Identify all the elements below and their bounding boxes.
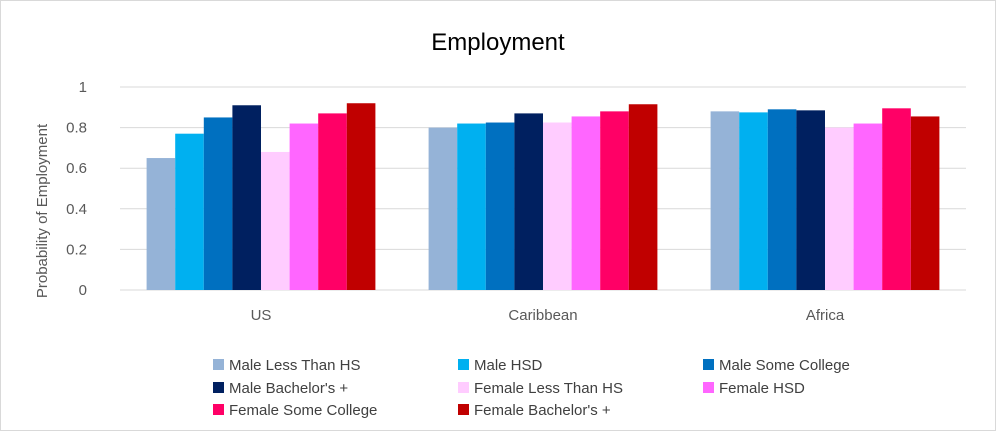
bar [318, 113, 347, 290]
bars [146, 103, 940, 291]
legend-label: Male HSD [474, 357, 543, 374]
legend-swatch [703, 359, 714, 370]
bar [543, 122, 572, 291]
chart-title: Employment [431, 29, 565, 56]
legend-label: Male Less Than HS [229, 357, 360, 374]
x-tick-label: Caribbean [508, 307, 577, 324]
x-tick-label: US [251, 307, 272, 324]
bar [203, 117, 233, 290]
bar [739, 112, 768, 290]
y-tick-label: 0.2 [66, 241, 87, 258]
legend-swatch [213, 404, 224, 415]
legend-swatch [458, 382, 469, 393]
x-tick-label: Africa [806, 307, 845, 324]
bar [600, 111, 629, 290]
bar [796, 110, 825, 290]
legend-label: Male Some College [719, 357, 850, 374]
bar [457, 123, 486, 290]
bar [882, 108, 911, 290]
y-tick-label: 1 [79, 79, 87, 96]
y-axis-label: Probability of Employment [34, 123, 51, 298]
legend: Male Less Than HS Male HSD Male Some Colle… [213, 357, 850, 419]
tick-labels: 0 0.2 0.4 0.6 0.8 1 US Caribbean Africa [66, 79, 845, 324]
bar [261, 151, 290, 290]
bar [289, 123, 319, 290]
bar [514, 113, 543, 290]
legend-swatch [703, 382, 714, 393]
bar [767, 109, 797, 290]
legend-label: Male Bachelor's + [229, 380, 348, 397]
y-tick-label: 0.4 [66, 201, 87, 218]
y-tick-label: 0.8 [66, 120, 87, 137]
legend-swatch [458, 359, 469, 370]
legend-label: Female Less Than HS [474, 380, 623, 397]
legend-label: Female HSD [719, 380, 805, 397]
legend-swatch [213, 382, 224, 393]
bar [428, 127, 458, 290]
bar [910, 116, 940, 290]
y-tick-label: 0 [79, 282, 87, 299]
y-tick-label: 0.6 [66, 160, 87, 177]
bar [710, 111, 740, 290]
bar [146, 158, 176, 290]
bar [346, 103, 376, 291]
bar [232, 105, 261, 291]
legend-label: Female Some College [229, 402, 377, 419]
bar [628, 104, 658, 290]
bar [571, 116, 601, 290]
bar [485, 122, 515, 291]
bar [825, 127, 854, 290]
legend-label: Female Bachelor's + [474, 402, 611, 419]
bar [853, 123, 883, 290]
bar [175, 133, 204, 290]
legend-swatch [213, 359, 224, 370]
legend-swatch [458, 404, 469, 415]
